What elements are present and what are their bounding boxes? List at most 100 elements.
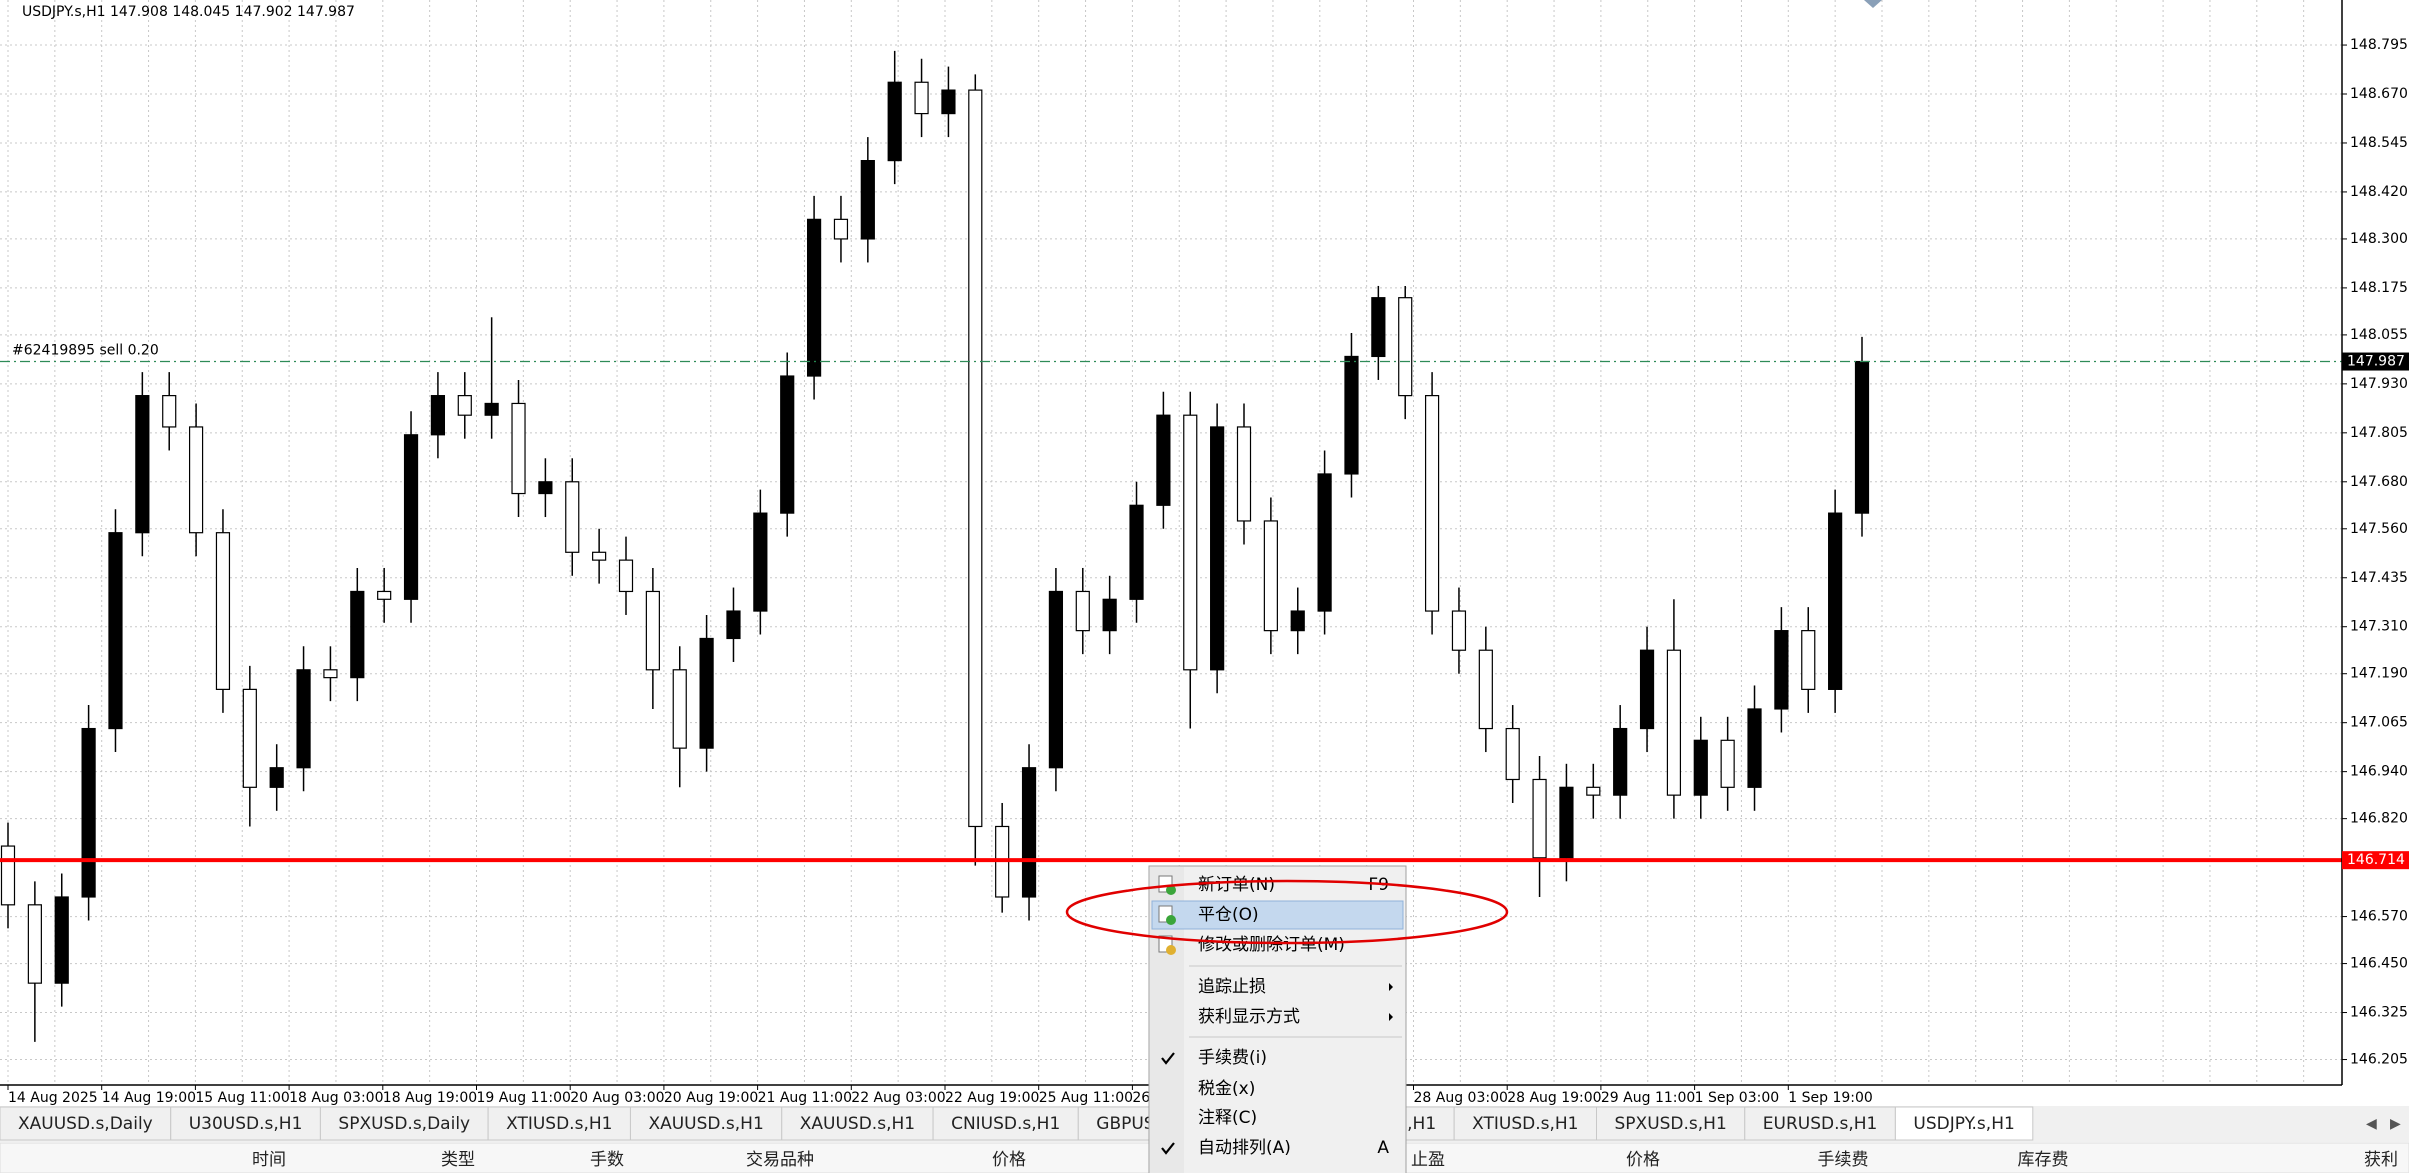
x-tick-label: 28 Aug 19:00 — [1507, 1090, 1601, 1106]
tab[interactable]: USDJPY.s,H1 — [1894, 1106, 2034, 1141]
candle-body — [377, 590, 392, 600]
candle-body — [1344, 355, 1359, 475]
x-tick-label: 22 Aug 19:00 — [945, 1090, 1039, 1106]
x-tick-label: 15 Aug 11:00 — [195, 1090, 289, 1106]
tab-scroll-right[interactable]: ▶ — [2390, 1116, 2401, 1132]
x-tick-label: 18 Aug 03:00 — [289, 1090, 383, 1106]
tab[interactable]: SPXUSD.s,Daily — [319, 1106, 489, 1141]
menu-item[interactable]: 手续费(i) — [1161, 1048, 1267, 1068]
y-tick-label: 148.300 — [2350, 231, 2408, 247]
y-tick-label: 147.065 — [2350, 715, 2408, 731]
candle-body — [1156, 414, 1171, 506]
menu-shortcut: F9 — [1368, 875, 1389, 895]
menu-item-label: 修改或删除订单(M) — [1198, 935, 1345, 955]
price-axis: 148.795 148.670 148.545 148.420 148.300 148.1… — [2342, 37, 2409, 1068]
menu-item-label: 平仓(O) — [1198, 905, 1259, 925]
candle-body — [1747, 708, 1762, 788]
y-tick-label: 148.545 — [2350, 135, 2408, 151]
candle-body — [1693, 739, 1708, 796]
column-header: 手续费 — [1818, 1150, 1869, 1170]
tab-label: SPXUSD.s,H1 — [1615, 1114, 1727, 1134]
tab[interactable]: CNIUSD.s,H1 — [932, 1106, 1079, 1141]
tab-background — [1744, 1106, 1896, 1141]
y-tick-label: 148.055 — [2350, 327, 2408, 343]
candle-body — [1021, 767, 1037, 898]
hline-price-tag — [2342, 851, 2409, 870]
annotation-ellipse — [1065, 879, 1509, 945]
menu-icon-badge — [1166, 945, 1176, 955]
tab[interactable]: XAUUSD.s,H1 — [781, 1106, 934, 1141]
menu-item[interactable]: 新订单(N) F9 — [1158, 875, 1389, 895]
y-tick-label: 147.190 — [2350, 666, 2408, 682]
tab[interactable]: XAUUSD.s,H1 — [629, 1106, 783, 1141]
candle-body — [1666, 649, 1682, 796]
candle-body — [350, 590, 365, 679]
hline-price-label: 146.714 — [2347, 852, 2405, 868]
menu-check — [1161, 1142, 1175, 1155]
candle-body — [726, 610, 741, 640]
y-tick-label: 147.435 — [2350, 570, 2408, 586]
y-tick-label: 147.930 — [2350, 376, 2408, 392]
candle-body — [860, 159, 875, 240]
y-tick-label: 146.325 — [2350, 1005, 2408, 1021]
menu-item[interactable]: 自动排列(A) A — [1161, 1138, 1389, 1158]
tabs: XAUUSD.s,Daily U30USD.s,H1 SPXUSD.s,Daily X… — [0, 1106, 2034, 1141]
y-tick-label: 147.805 — [2350, 425, 2408, 441]
menu-item[interactable]: 注释(C) — [1198, 1108, 1257, 1128]
menu-item[interactable]: 平仓(O) — [1151, 900, 1404, 930]
x-tick-label: 1 Sep 19:00 — [1788, 1090, 1873, 1106]
menu-item-label: 追踪止损 — [1198, 977, 1266, 997]
tab[interactable]: XTIUSD.s,H1 — [487, 1106, 631, 1141]
y-tick-label: 148.670 — [2350, 86, 2408, 102]
candle-body — [108, 532, 123, 730]
candle-body — [592, 551, 607, 561]
candle-body — [1586, 786, 1601, 796]
tab-scroll-left[interactable]: ◀ — [2366, 1116, 2377, 1132]
menu-item[interactable]: 修改或删除订单(M) — [1158, 935, 1345, 955]
terminal-columns: 时间 类型 手数 交易品种 价格 止盈 价格 手续费 库存费 获利 — [252, 1150, 2398, 1170]
candle-body — [753, 512, 768, 612]
menu-item[interactable]: 税金(x) — [1198, 1079, 1255, 1099]
time-axis: 14 Aug 2025 14 Aug 19:00 15 Aug 11:00 18 Au… — [7, 1085, 1873, 1106]
y-tick-label: 147.680 — [2350, 474, 2408, 490]
menu-check — [1161, 1052, 1175, 1065]
candle-body — [1613, 727, 1628, 796]
candle-body — [430, 395, 446, 436]
candle-body — [242, 688, 257, 788]
y-tick-label: 146.205 — [2350, 1052, 2408, 1068]
x-tick-label: 22 Aug 03:00 — [851, 1090, 945, 1106]
submenu-arrow — [1389, 983, 1393, 991]
x-tick-label: 20 Aug 03:00 — [570, 1090, 664, 1106]
menu-item-label: 税金(x) — [1198, 1079, 1255, 1099]
tab[interactable]: SPXUSD.s,H1 — [1596, 1106, 1746, 1141]
menu-item[interactable]: 获利显示方式 — [1198, 1007, 1393, 1027]
tab-label: XAUUSD.s,Daily — [18, 1114, 153, 1134]
tab-background — [781, 1106, 934, 1141]
tab[interactable]: XTIUSD.s,H1 — [1453, 1106, 1597, 1141]
chart-plot: #62419895 sell 0.20 — [0, 50, 2342, 1042]
candle-body — [1129, 504, 1144, 600]
menu-item-label: 自动排列(A) — [1198, 1138, 1291, 1158]
tab-background — [629, 1106, 783, 1141]
candle-body — [1774, 630, 1789, 710]
tab[interactable]: U30USD.s,H1 — [170, 1106, 321, 1141]
candle-body — [645, 590, 660, 671]
tab-background — [170, 1106, 321, 1141]
grid — [0, 0, 2342, 1085]
candle-body — [1639, 649, 1655, 730]
tab[interactable]: EURUSD.s,H1 — [1744, 1106, 1896, 1141]
candle-body — [806, 218, 822, 377]
tab-background — [1596, 1106, 1746, 1141]
menu-item-label: 注释(C) — [1198, 1108, 1257, 1128]
tab[interactable]: XAUUSD.s,Daily — [0, 1106, 172, 1141]
candle-body — [27, 904, 42, 984]
candle-body — [135, 395, 150, 534]
menu-item[interactable]: 追踪止损 — [1198, 977, 1393, 997]
candle-body — [1263, 520, 1278, 632]
candle-body — [672, 669, 687, 749]
column-header: 类型 — [441, 1150, 475, 1170]
y-tick-label: 148.175 — [2350, 280, 2408, 296]
x-tick-label: 28 Aug 03:00 — [1414, 1090, 1508, 1106]
x-tick-label: 20 Aug 19:00 — [664, 1090, 758, 1106]
